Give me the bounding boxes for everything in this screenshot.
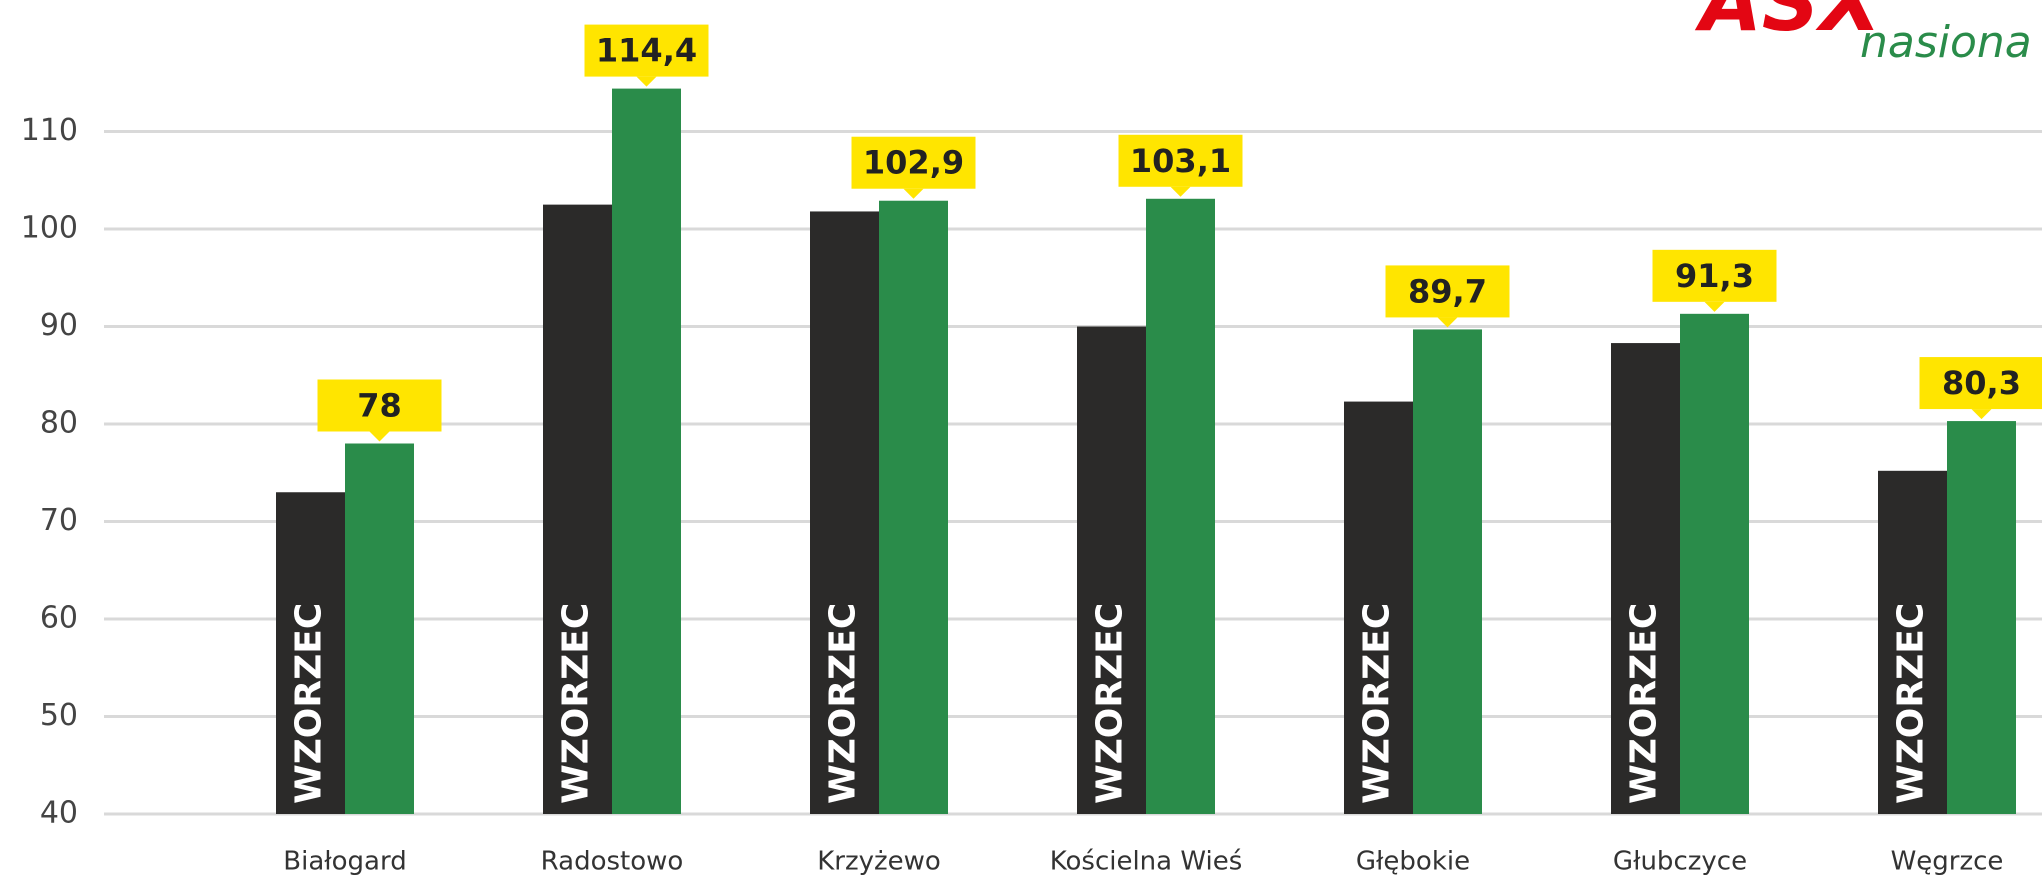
bar-series-label: WZORZEC	[823, 603, 864, 804]
value-label-pointer	[1437, 317, 1458, 328]
value-label-box	[851, 136, 976, 189]
x-tick-label: Głębokie	[1356, 847, 1470, 877]
x-tick-label: Krzyżewo	[817, 847, 941, 877]
y-tick-label: 110	[21, 113, 78, 148]
bar	[276, 492, 345, 814]
bar-series-label: WZORZEC	[289, 603, 330, 804]
x-tick-label: Głubczyce	[1613, 847, 1747, 877]
value-label-box	[1652, 249, 1777, 302]
bar	[1077, 326, 1146, 814]
bar-series-label: WZORZEC	[1891, 603, 1932, 804]
value-label: 114,4	[596, 32, 697, 70]
value-label: 91,3	[1675, 257, 1754, 295]
bar-series-label: WZORZEC	[1357, 603, 1398, 804]
bar	[879, 200, 948, 815]
bar	[810, 211, 879, 814]
logo-mark: ASX	[1694, 0, 1885, 49]
value-label-box	[1118, 134, 1243, 187]
value-label: 103,1	[1130, 142, 1231, 180]
bar	[1146, 198, 1215, 814]
value-label-box	[317, 379, 442, 432]
value-label: 78	[357, 387, 402, 425]
bar	[612, 88, 681, 815]
y-tick-label: 60	[40, 601, 78, 636]
x-tick-label: Białogard	[283, 847, 406, 877]
value-label-pointer	[369, 431, 390, 442]
y-tick-label: 100	[21, 211, 78, 246]
value-label-pointer	[1971, 409, 1992, 420]
x-tick-label: Kościelna Wieś	[1050, 847, 1243, 877]
x-tick-label: Węgrzce	[1891, 847, 2004, 877]
y-tick-label: 70	[40, 503, 78, 538]
bar	[1611, 343, 1680, 814]
value-label-pointer	[1704, 301, 1725, 312]
y-tick-label: 50	[40, 698, 78, 733]
bar-series-label: WZORZEC	[1624, 603, 1665, 804]
value-label: 89,7	[1408, 272, 1487, 310]
value-label-box	[584, 24, 709, 77]
bar-series-label: WZORZEC	[1090, 603, 1131, 804]
value-label-pointer	[636, 76, 657, 87]
value-label: 80,3	[1942, 364, 2021, 402]
value-label-box	[1385, 265, 1510, 318]
bar	[1878, 470, 1947, 814]
x-tick-label: Radostowo	[541, 847, 684, 877]
y-tick-label: 90	[40, 308, 78, 343]
bar	[1947, 421, 2016, 814]
bar	[345, 443, 414, 814]
value-label-box	[1919, 357, 2042, 410]
y-tick-label: 80	[40, 406, 78, 441]
logo-tagline: nasiona	[1860, 17, 2032, 68]
value-label-pointer	[903, 188, 924, 199]
y-tick-label: 40	[40, 796, 78, 831]
bar	[1413, 329, 1482, 814]
value-label-pointer	[1170, 186, 1191, 197]
value-label: 102,9	[863, 144, 964, 182]
bar	[543, 204, 612, 814]
bar	[1344, 401, 1413, 814]
bar	[1680, 313, 1749, 814]
bar-series-label: WZORZEC	[556, 603, 597, 804]
